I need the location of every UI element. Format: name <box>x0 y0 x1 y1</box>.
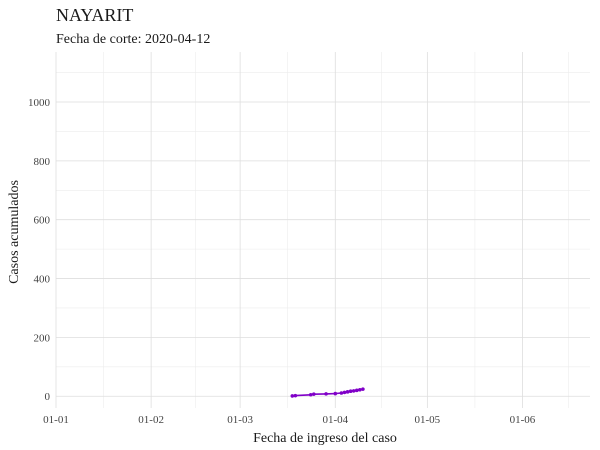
y-axis-label: Casos acumulados <box>7 180 22 284</box>
grid <box>55 52 590 408</box>
data-point <box>311 392 316 396</box>
data-point <box>361 387 365 391</box>
data-point <box>358 387 362 392</box>
x-tick-label: 01-05 <box>415 414 441 426</box>
x-tick-label: 01-02 <box>138 414 164 426</box>
y-tick-label: 1000 <box>28 97 51 109</box>
data-point <box>324 392 328 396</box>
chart-subtitle: Fecha de corte: 2020-04-12 <box>56 32 210 47</box>
series-casos <box>290 387 365 398</box>
chart-title: NAYARIT <box>56 5 133 25</box>
y-tick-label: 800 <box>34 156 51 168</box>
data-point <box>351 389 356 393</box>
x-tick-labels: 01-01 01-02 01-03 01-04 01-05 01-06 <box>43 414 536 426</box>
data-point <box>342 390 347 395</box>
x-axis-label: Fecha de ingreso del caso <box>253 431 397 446</box>
data-point <box>333 391 338 396</box>
x-tick-label: 01-01 <box>43 414 69 426</box>
x-tick-label: 01-03 <box>227 414 253 426</box>
data-point <box>308 392 313 397</box>
data-point <box>354 388 359 393</box>
x-tick-label: 01-06 <box>510 414 536 426</box>
y-tick-label: 400 <box>34 274 51 286</box>
y-tick-label: 600 <box>34 215 51 227</box>
y-tick-label: 0 <box>45 391 51 403</box>
y-tick-labels: 0 200 400 600 800 1000 <box>28 97 51 403</box>
data-point <box>339 391 344 395</box>
data-point <box>348 389 353 394</box>
y-tick-label: 200 <box>34 332 51 344</box>
data-point <box>345 390 350 394</box>
data-point <box>293 393 298 398</box>
data-point <box>290 394 295 398</box>
x-tick-label: 01-04 <box>322 414 348 426</box>
